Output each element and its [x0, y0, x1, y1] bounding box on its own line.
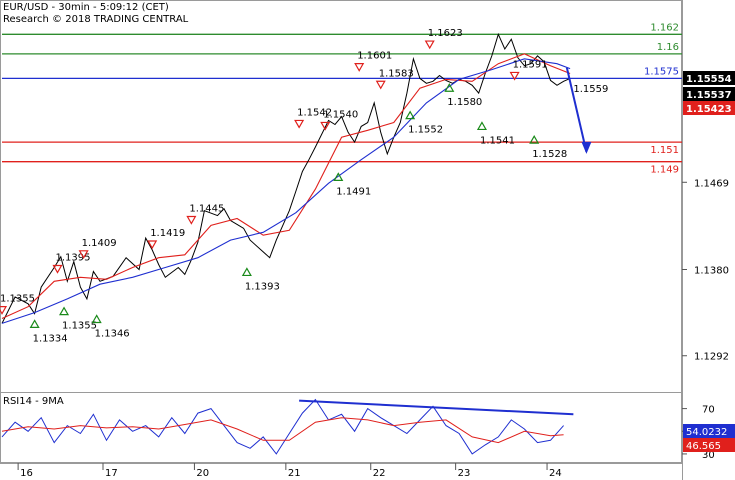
x-tick-label: 17 [105, 468, 118, 479]
swing-low-marker [59, 306, 70, 316]
level-label: 1.1575 [644, 66, 679, 77]
price-flag [683, 87, 735, 101]
swing-high-label: 1.1601 [357, 51, 392, 62]
y-tick-label: 1.1380 [694, 266, 729, 277]
price-series-line [1, 32, 571, 324]
swing-low-label: 1.1355 [62, 321, 97, 332]
x-tick-label: 23 [458, 468, 471, 479]
rsi-series-line [1, 398, 564, 455]
swing-high-marker [186, 215, 197, 225]
rsi-flag-label: 54.0232 [686, 427, 727, 438]
swing-high-marker [147, 240, 158, 250]
swing-high-marker [52, 264, 63, 274]
chart-title: EUR/USD - 30min - 5:09:12 (CET) [3, 2, 169, 13]
swing-high-marker [354, 63, 365, 72]
swing-high-label: 1.1583 [379, 68, 414, 79]
rsi-flag [683, 424, 735, 438]
price-series-line [1, 58, 571, 324]
price-note-label: 1.1559 [573, 84, 608, 95]
level-label: 1.162 [650, 22, 679, 33]
rsi-flag-label: 46.565 [686, 441, 721, 452]
level-label: 1.151 [650, 145, 679, 156]
swing-low-marker [29, 319, 40, 328]
x-tick-label: 22 [373, 468, 386, 479]
swing-low-marker [241, 267, 252, 277]
swing-high-label: 1.1591 [513, 59, 548, 70]
swing-high-label: 1.1409 [82, 238, 117, 249]
x-tick-label: 21 [288, 468, 301, 479]
level-label: 1.16 [657, 42, 679, 53]
swing-high-label: 1.1445 [189, 204, 224, 215]
swing-high-marker [294, 119, 305, 129]
level-label: 1.149 [650, 165, 679, 176]
swing-low-label: 1.1393 [245, 281, 280, 292]
swing-high-marker [375, 80, 386, 90]
price-flag-label: 1.15423 [686, 104, 732, 115]
swing-high-label: 1.1540 [323, 109, 358, 120]
swing-high-label: 1.1623 [428, 28, 463, 39]
swing-high-marker [0, 306, 8, 315]
rsi-title: RSI14 - 9MA [3, 396, 64, 407]
swing-low-marker [476, 121, 487, 131]
swing-low-marker [91, 314, 102, 324]
x-tick-label: 20 [196, 468, 209, 479]
swing-high-label: 1.1542 [297, 107, 332, 118]
swing-high-marker [78, 250, 89, 260]
swing-high-label: 1.1355 [0, 294, 35, 305]
rsi-y-tick-label: 30 [702, 450, 715, 461]
swing-high-marker [424, 40, 435, 50]
price-series-line [1, 53, 571, 320]
rsi-flag [683, 438, 735, 452]
rsi-trendline [299, 399, 574, 416]
y-tick-label: 1.1292 [694, 352, 729, 363]
swing-low-label: 1.1552 [408, 125, 443, 136]
swing-high-marker [320, 121, 331, 131]
swing-low-label: 1.1541 [480, 135, 515, 146]
y-tick-label: 1.1469 [694, 178, 729, 189]
swing-low-label: 1.1580 [447, 97, 482, 108]
x-tick-label: 16 [20, 468, 33, 479]
price-flag [683, 101, 735, 115]
swing-high-marker [509, 71, 520, 81]
plot-frame [0, 0, 682, 463]
swing-high-label: 1.1419 [150, 228, 185, 239]
swing-low-label: 1.1491 [336, 186, 371, 197]
price-flag-label: 1.15537 [686, 90, 732, 101]
forecast-arrow-line [565, 67, 588, 153]
swing-low-label: 1.1528 [532, 149, 567, 160]
swing-low-marker [529, 134, 540, 144]
swing-low-marker [333, 172, 344, 181]
price-flag-label: 1.15554 [686, 74, 732, 85]
swing-low-label: 1.1334 [33, 333, 68, 344]
swing-low-marker [444, 83, 455, 92]
x-tick-label: 24 [549, 468, 562, 479]
rsi-y-tick-label: 70 [702, 405, 715, 416]
chart-source: Research © 2018 TRADING CENTRAL [3, 14, 189, 25]
forecast-arrow-head [581, 141, 592, 154]
swing-low-marker [405, 110, 416, 120]
swing-low-label: 1.1346 [95, 329, 130, 340]
rsi-series-line [1, 417, 564, 444]
price-flag [683, 71, 735, 85]
swing-high-label: 1.1395 [56, 253, 91, 264]
